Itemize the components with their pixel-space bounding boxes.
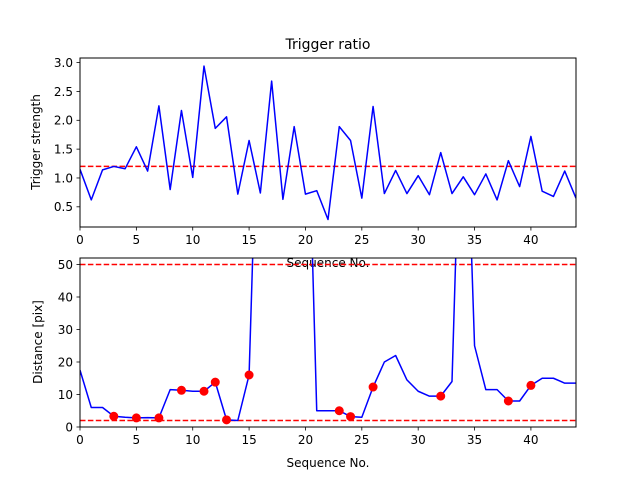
- top-y-ticks: 0.5 1.0 1.5 2.0 2.5 3.0: [54, 56, 80, 214]
- top-y-tick-label: 2.0: [54, 114, 73, 128]
- bottom-data-marker: [503, 396, 513, 406]
- bottom-y-axis-label: Distance [pix]: [31, 300, 45, 384]
- bottom-x-tick-label: 5: [133, 433, 141, 447]
- top-y-tick-label: 3.0: [54, 56, 73, 70]
- bottom-series-line: [80, 258, 576, 422]
- top-x-tick-label: 30: [411, 233, 426, 247]
- bottom-y-ticks: 0 10 20 30 40 50: [58, 258, 80, 434]
- bottom-hlines: [80, 263, 576, 422]
- top-x-tick-label: 35: [467, 233, 482, 247]
- bottom-y-tick-label: 30: [58, 323, 73, 337]
- top-plot-frame: [79, 57, 577, 228]
- bottom-y-tick-label: 50: [58, 258, 73, 272]
- top-x-tick-label: 0: [76, 233, 84, 247]
- top-x-tick-label: 40: [523, 233, 538, 247]
- bottom-y-tick-label: 20: [58, 355, 73, 369]
- bottom-y-tick-label: 40: [58, 290, 73, 304]
- bottom-x-tick-label: 30: [411, 433, 426, 447]
- top-x-tick-label: 20: [298, 233, 313, 247]
- bottom-x-axis-label: Sequence No.: [287, 456, 370, 470]
- top-y-tick-label: 1.5: [54, 142, 73, 156]
- top-y-axis-label: Trigger strength: [29, 94, 43, 191]
- bottom-data-marker: [210, 377, 220, 387]
- bottom-x-tick-label: 10: [185, 433, 200, 447]
- top-x-tick-label: 10: [185, 233, 200, 247]
- top-y-tick-label: 0.5: [54, 200, 73, 214]
- top-y-tick-label: 2.5: [54, 85, 73, 99]
- bottom-series: [80, 258, 576, 422]
- bottom-data-marker: [109, 411, 119, 421]
- bottom-x-tick-label: 0: [76, 433, 84, 447]
- bottom-chart: 0 5 10 15 20 25 30 35 40 0 10 20 30 40 50 Sequence No…: [31, 257, 577, 470]
- bottom-data-marker: [244, 370, 254, 380]
- bottom-data-marker: [222, 415, 232, 425]
- bottom-x-tick-label: 20: [298, 433, 313, 447]
- bottom-x-tick-label: 40: [523, 433, 538, 447]
- top-chart-title: Trigger ratio: [284, 37, 370, 53]
- bottom-data-marker: [526, 380, 536, 390]
- bottom-data-marker: [176, 385, 186, 395]
- bottom-data-marker: [368, 382, 378, 392]
- bottom-plot-frame: [79, 257, 577, 428]
- bottom-data-marker: [346, 412, 356, 422]
- bottom-data-marker: [436, 391, 446, 401]
- top-series: [80, 65, 576, 221]
- top-x-axis-label: Sequence No.: [287, 256, 370, 270]
- top-x-tick-label: 5: [133, 233, 141, 247]
- top-x-tick-label: 25: [354, 233, 369, 247]
- bottom-data-marker: [154, 413, 164, 423]
- bottom-y-tick-label: 10: [58, 388, 73, 402]
- bottom-x-tick-label: 15: [241, 433, 256, 447]
- top-y-tick-label: 1.0: [54, 171, 73, 185]
- bottom-x-tick-label: 35: [467, 433, 482, 447]
- bottom-data-marker: [131, 413, 141, 423]
- bottom-x-tick-label: 25: [354, 433, 369, 447]
- bottom-data-marker: [334, 406, 344, 416]
- top-x-ticks: 0 5 10 15 20 25 30 35 40: [76, 227, 539, 247]
- top-x-tick-label: 15: [241, 233, 256, 247]
- bottom-data-marker: [199, 386, 209, 396]
- bottom-y-tick-label: 0: [65, 420, 73, 434]
- top-series-line: [80, 65, 576, 221]
- top-chart: Trigger ratio 0 5 10 15 20 25 30 35 40 0.5 1.0 1.5…: [29, 37, 577, 270]
- bottom-x-ticks: 0 5 10 15 20 25 30 35 40: [76, 427, 539, 447]
- bottom-markers: [109, 370, 536, 425]
